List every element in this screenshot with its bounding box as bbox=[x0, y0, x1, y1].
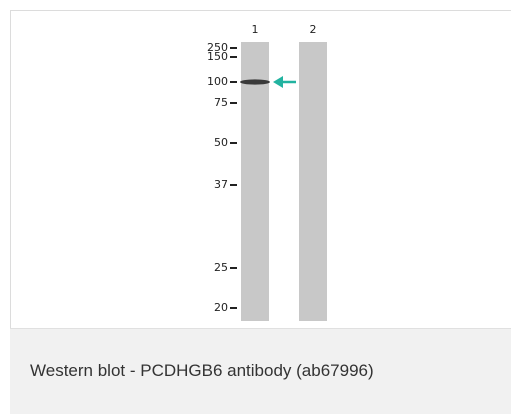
lane-strip bbox=[299, 42, 327, 321]
lane-label: 1 bbox=[252, 23, 259, 36]
caption-area: Western blot - PCDHGB6 antibody (ab67996… bbox=[10, 328, 511, 414]
caption: Western blot - PCDHGB6 antibody (ab67996… bbox=[30, 361, 374, 381]
marker-label: 50 bbox=[214, 136, 228, 149]
marker-label: 37 bbox=[214, 178, 228, 191]
marker-label: 100 bbox=[207, 75, 228, 88]
marker-label: 75 bbox=[214, 96, 228, 109]
arrow bbox=[273, 76, 296, 88]
lane-label: 2 bbox=[310, 23, 317, 36]
marker-label: 20 bbox=[214, 301, 228, 314]
page: 122501501007550372520 Western blot - PCD… bbox=[0, 0, 511, 414]
band bbox=[240, 79, 270, 84]
marker-label: 150 bbox=[207, 50, 228, 63]
marker-label: 25 bbox=[214, 261, 228, 274]
